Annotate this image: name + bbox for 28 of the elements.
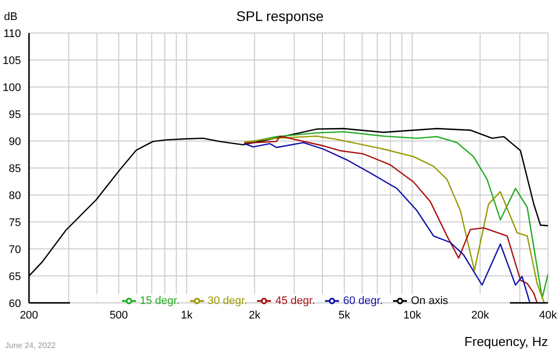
- y-tick-label: 70: [8, 244, 21, 256]
- y-tick-label: 100: [2, 82, 21, 94]
- legend-label: 45 degr.: [275, 295, 316, 307]
- legend-label: 60 degr.: [343, 295, 383, 307]
- y-axis-title: dB: [4, 11, 18, 23]
- legend-label: 15 degr.: [140, 295, 180, 307]
- x-tick-label: 1k: [180, 310, 193, 322]
- y-tick-label: 75: [8, 216, 21, 229]
- x-tick-label: 200: [20, 310, 38, 322]
- x-tick-label: 40k: [539, 310, 558, 322]
- y-tick-label: 65: [8, 270, 21, 283]
- legend-label: On axis: [410, 295, 448, 307]
- x-tick-label: 500: [110, 310, 128, 322]
- y-tick-label: 110: [3, 28, 21, 40]
- chart-title: SPL response: [236, 8, 324, 24]
- legend-label: 30 degr.: [208, 295, 248, 307]
- y-tick-label: 95: [8, 108, 21, 121]
- y-tick-label: 60: [8, 298, 21, 310]
- x-tick-label: 10k: [403, 310, 422, 322]
- x-tick-label: 5k: [338, 310, 351, 322]
- x-tick-label: 2k: [248, 310, 261, 322]
- y-tick-label: 90: [8, 136, 21, 148]
- text: June 24, 2022: [5, 341, 56, 350]
- y-tick-label: 85: [8, 162, 21, 175]
- y-tick-label: 80: [8, 190, 21, 202]
- x-axis-title: Frequency, Hz: [464, 334, 548, 349]
- x-tick-label: 20k: [471, 310, 490, 322]
- y-tick-label: 105: [2, 54, 21, 67]
